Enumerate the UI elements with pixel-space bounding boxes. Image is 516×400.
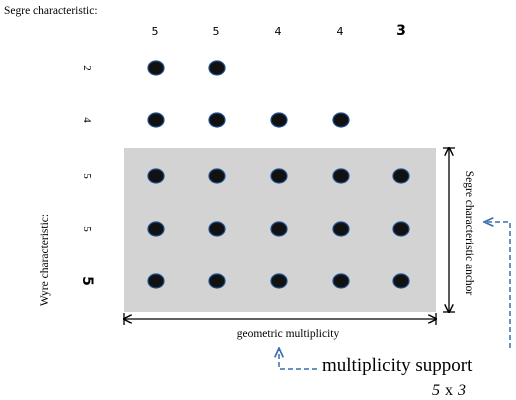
dot	[332, 112, 350, 128]
dim-x: x	[445, 382, 453, 399]
wyre-characteristic-label: Wyre characteristic:	[39, 214, 51, 306]
support-pointer-dashed-arrow	[279, 349, 317, 370]
segre-value: 4	[337, 25, 344, 38]
segre-value: 5	[213, 25, 220, 38]
wyre-values: 2 4 5 5 5	[79, 65, 95, 286]
dot	[392, 168, 410, 184]
segre-value: 5	[152, 25, 159, 38]
segre-anchor-label: Segre characteristic anchor	[463, 171, 475, 296]
dot	[332, 168, 350, 184]
segre-value: 3	[396, 23, 406, 39]
dot	[147, 112, 165, 128]
dot	[208, 221, 226, 237]
dot	[332, 221, 350, 237]
dot	[208, 60, 226, 76]
dot	[392, 221, 410, 237]
dot	[147, 221, 165, 237]
dot	[208, 112, 226, 128]
wyre-value: 2	[81, 65, 93, 71]
dot	[270, 221, 288, 237]
multiplicity-support-label: multiplicity support	[322, 355, 473, 376]
dot	[270, 168, 288, 184]
dot	[392, 273, 410, 289]
dot-grid	[147, 60, 410, 289]
anchor-pointer-dashed-arrow	[485, 222, 511, 348]
wyre-value: 5	[79, 276, 95, 286]
dot	[208, 273, 226, 289]
dim-a: 5	[432, 382, 440, 399]
dot	[147, 60, 165, 76]
dot	[270, 273, 288, 289]
dot	[147, 273, 165, 289]
dot	[147, 168, 165, 184]
wyre-value: 4	[81, 117, 93, 123]
segre-values: 5 5 4 4 3	[152, 23, 406, 39]
dot	[270, 112, 288, 128]
dot	[208, 168, 226, 184]
segre-value: 4	[275, 25, 282, 38]
wyre-value: 5	[81, 173, 93, 179]
segre-characteristic-label: Segre characteristic:	[4, 5, 98, 17]
geometric-multiplicity-label: geometric multiplicity	[237, 328, 340, 340]
dot	[332, 273, 350, 289]
wyre-value: 5	[81, 226, 93, 232]
dim-b: 3	[457, 382, 466, 399]
